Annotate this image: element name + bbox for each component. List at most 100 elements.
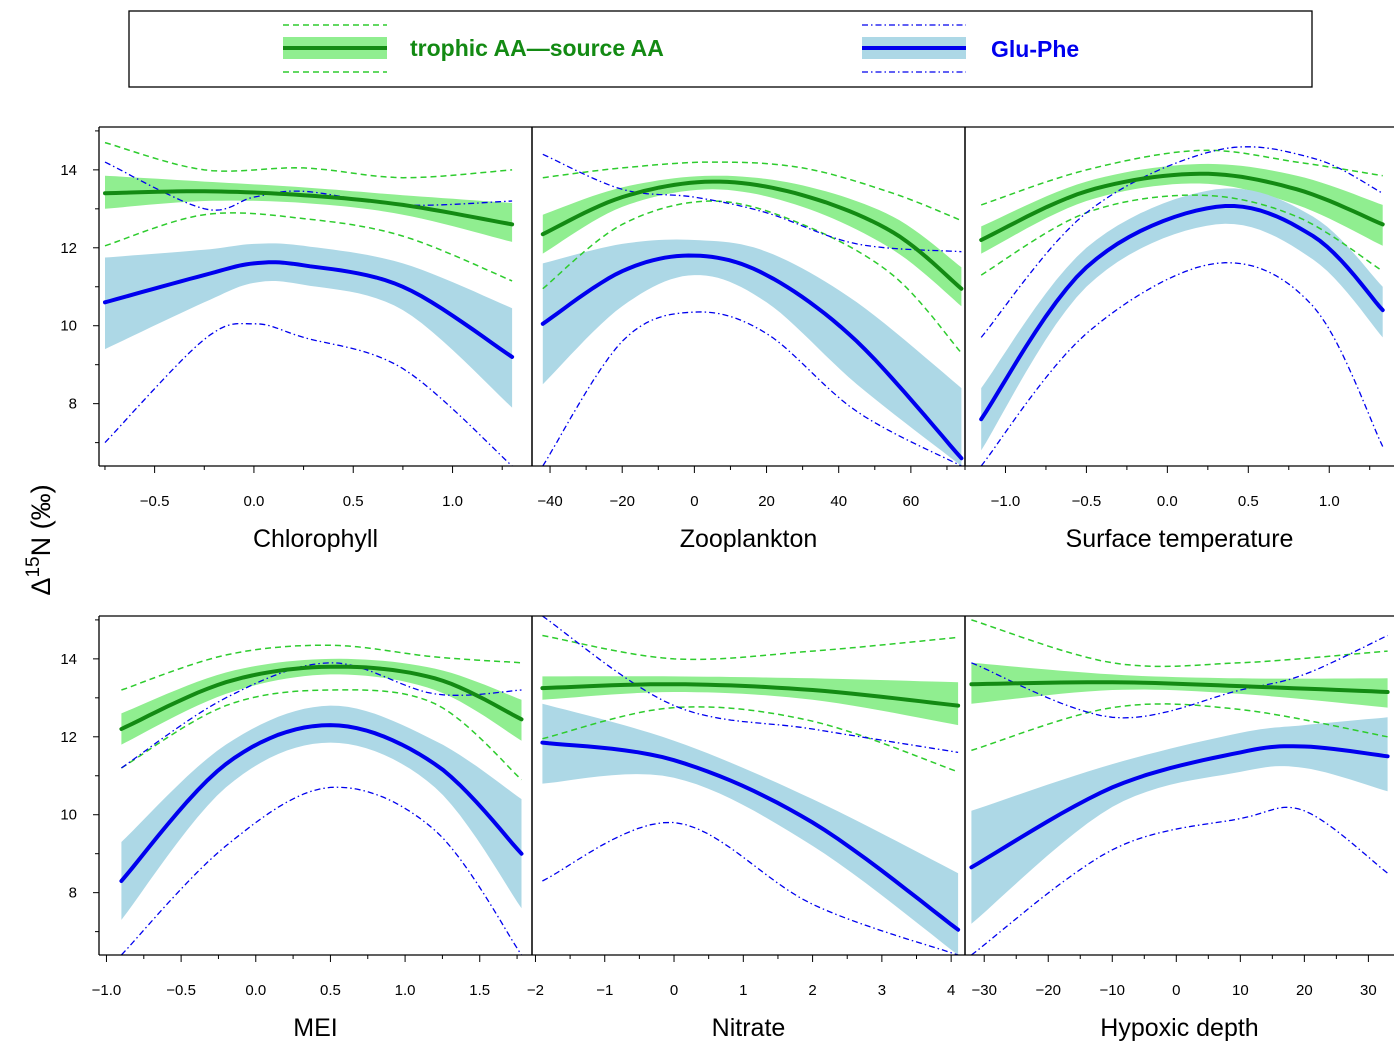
ci-lower-line-trophic xyxy=(120,689,523,781)
x-axis-label: Zooplankton xyxy=(680,525,818,553)
series-line-trophic xyxy=(969,680,1390,694)
x-tick-label: 60 xyxy=(903,493,920,510)
ci-upper-line-trophic xyxy=(104,141,513,179)
x-tick-label: 20 xyxy=(1296,982,1313,999)
x-tick-label: 0 xyxy=(1172,982,1180,999)
legend: trophic AA—source AA Glu-Phe xyxy=(128,10,1313,88)
x-tick-label: 30 xyxy=(1360,982,1377,999)
x-tick-label: 1.0 xyxy=(442,493,463,510)
x-tick-label: 40 xyxy=(830,493,847,510)
series-line-trophic xyxy=(103,189,515,227)
panel-6: −30 −20 −10 0 10 20 30 Hypoxic depth xyxy=(964,615,1394,1042)
x-axis-label: MEI xyxy=(293,1014,337,1042)
ci-lower-line-gluphe xyxy=(971,806,1389,955)
panel-5: −2 −1 0 1 2 3 4 Nitrate xyxy=(527,615,966,1042)
plot-area xyxy=(979,146,1385,466)
plot-area xyxy=(540,153,964,466)
y-axis-label: Δ15N (‰) xyxy=(23,484,56,595)
series-line-gluphe xyxy=(969,744,1390,870)
ci-upper-line-trophic xyxy=(542,161,962,222)
x-axis-label: Chlorophyll xyxy=(253,525,378,553)
x-tick-label: 2 xyxy=(808,982,816,999)
series-line-trophic xyxy=(540,179,964,291)
x-tick-label: −20 xyxy=(1036,982,1061,999)
legend-entry-trophic: trophic AA—source AA xyxy=(283,24,664,73)
plot-area xyxy=(103,141,515,466)
x-axis-label: Nitrate xyxy=(712,1014,786,1042)
x-tick-label: 0 xyxy=(690,493,698,510)
panel-1: 8 10 12 14 −0.5 0.0 0.5 1.0 Chlorophyll xyxy=(60,126,533,553)
plot-area xyxy=(540,616,961,955)
x-tick-label: −1 xyxy=(596,982,613,999)
x-tick-label: −0.5 xyxy=(1072,493,1102,510)
y-tick-label: 8 xyxy=(69,885,77,902)
confidence-band-gluphe xyxy=(105,243,513,408)
ci-lower-line-gluphe xyxy=(120,786,523,955)
x-tick-label: −0.5 xyxy=(166,982,196,999)
legend-label-gluphe: Glu-Phe xyxy=(991,36,1079,62)
ci-lower-line-trophic xyxy=(980,194,1384,276)
x-tick-label: 4 xyxy=(947,982,955,999)
confidence-band-trophic xyxy=(105,175,513,242)
ci-lower-line-trophic xyxy=(542,706,959,773)
ci-upper-line-trophic xyxy=(542,634,959,661)
y-tick-label: 10 xyxy=(60,318,77,335)
ci-upper-line-gluphe xyxy=(542,153,962,253)
confidence-band-trophic xyxy=(542,175,962,307)
ci-upper-line-gluphe xyxy=(980,146,1383,338)
panel-3: −1.0 −0.5 0.0 0.5 1.0 Surface temperature xyxy=(964,126,1394,553)
confidence-band-gluphe xyxy=(981,188,1383,451)
x-tick-label: 0.5 xyxy=(320,982,341,999)
ci-lower-line-trophic xyxy=(971,703,1388,752)
ci-lower-line-gluphe xyxy=(542,821,959,955)
plot-area xyxy=(119,644,524,955)
panel-4: 8 10 12 14 −1.0 −0.5 0.0 0.5 1.0 1.5 MEI xyxy=(60,615,533,1042)
series-line-trophic xyxy=(540,682,961,708)
x-tick-label: 0.5 xyxy=(343,493,364,510)
series-line-trophic xyxy=(979,171,1385,242)
confidence-band-gluphe xyxy=(121,705,522,920)
x-axis-label: Hypoxic depth xyxy=(1100,1014,1258,1042)
ci-upper-line-gluphe xyxy=(542,616,959,754)
x-tick-label: 0.0 xyxy=(245,982,266,999)
y-tick-label: 12 xyxy=(60,240,77,257)
series-line-gluphe xyxy=(540,253,964,461)
x-tick-label: 0.5 xyxy=(1238,493,1259,510)
x-tick-label: 20 xyxy=(758,493,775,510)
x-tick-label: 10 xyxy=(1232,982,1249,999)
ci-upper-line-gluphe xyxy=(971,634,1388,719)
x-tick-label: 0.0 xyxy=(243,493,264,510)
plot-area xyxy=(969,619,1390,955)
ci-upper-line-gluphe xyxy=(121,662,522,769)
y-tick-label: 10 xyxy=(60,807,77,824)
x-tick-label: 0 xyxy=(670,982,678,999)
confidence-band-gluphe xyxy=(971,717,1388,924)
x-tick-label: 1.0 xyxy=(1319,493,1340,510)
x-tick-label: 3 xyxy=(878,982,886,999)
ci-lower-line-trophic xyxy=(104,212,513,282)
x-tick-label: −20 xyxy=(609,493,634,510)
confidence-band-trophic xyxy=(542,676,959,726)
y-tick-label: 12 xyxy=(60,729,77,746)
y-axis-label-rest: N (‰) xyxy=(26,484,56,556)
ci-lower-line-trophic xyxy=(542,200,962,354)
series-line-trophic xyxy=(119,664,524,731)
y-axis-label-sup: 15 xyxy=(23,556,44,577)
y-axis-label-base: Δ xyxy=(26,578,56,596)
x-tick-label: −10 xyxy=(1100,982,1125,999)
series-line-gluphe xyxy=(103,260,515,359)
y-tick-label: 14 xyxy=(60,162,77,179)
y-tick-label: 8 xyxy=(69,396,77,413)
x-tick-label: −30 xyxy=(971,982,996,999)
ci-lower-line-gluphe xyxy=(104,322,513,466)
x-tick-label: 1.0 xyxy=(395,982,416,999)
x-tick-label: −0.5 xyxy=(140,493,170,510)
confidence-band-gluphe xyxy=(542,239,962,466)
confidence-band-trophic xyxy=(121,658,522,745)
x-tick-label: −1.0 xyxy=(92,982,122,999)
x-tick-label: 0.0 xyxy=(1157,493,1178,510)
x-tick-label: −1.0 xyxy=(991,493,1021,510)
series-line-gluphe xyxy=(979,204,1385,422)
ci-upper-line-trophic xyxy=(971,619,1388,668)
